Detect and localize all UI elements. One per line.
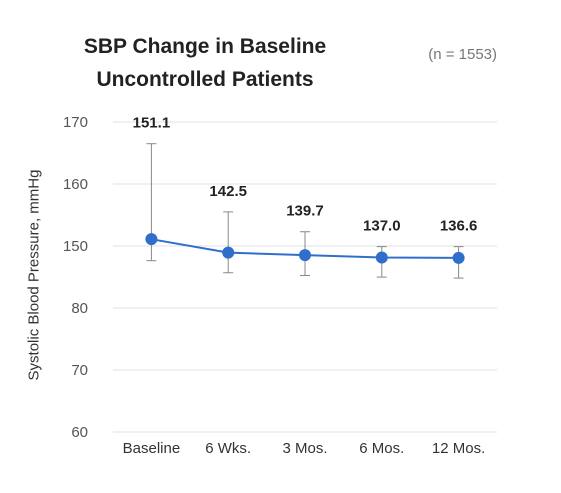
- y-tick-label: 80: [71, 300, 88, 317]
- data-point: [222, 246, 235, 259]
- x-tick-label: Baseline: [123, 440, 181, 457]
- data-point: [145, 233, 158, 246]
- chart-title: SBP Change in Baseline Uncontrolled Pati…: [40, 30, 370, 96]
- y-tick-label: 170: [63, 114, 88, 131]
- x-tick-label: 6 Mos.: [359, 440, 404, 457]
- data-label: 137.0: [363, 218, 401, 235]
- y-tick-label: 60: [71, 424, 88, 441]
- data-label: 139.7: [286, 203, 324, 220]
- data-point: [375, 251, 388, 264]
- data-label: 142.5: [209, 183, 247, 200]
- y-tick-label: 160: [63, 176, 88, 193]
- data-point: [452, 251, 465, 264]
- data-label: 151.1: [133, 115, 171, 132]
- x-tick-label: 3 Mos.: [282, 440, 327, 457]
- data-label: 136.6: [440, 218, 478, 235]
- sample-size-note: (n = 1553): [428, 46, 497, 63]
- chart-title-line-1: SBP Change in Baseline: [83, 35, 327, 58]
- x-tick-label: 12 Mos.: [432, 440, 485, 457]
- chart-title-line-2: Uncontrolled Patients: [96, 68, 314, 91]
- data-point: [299, 249, 311, 262]
- y-tick-label: 70: [71, 362, 88, 379]
- y-tick-label: 150: [63, 238, 88, 255]
- x-tick-label: 6 Wks.: [205, 440, 251, 457]
